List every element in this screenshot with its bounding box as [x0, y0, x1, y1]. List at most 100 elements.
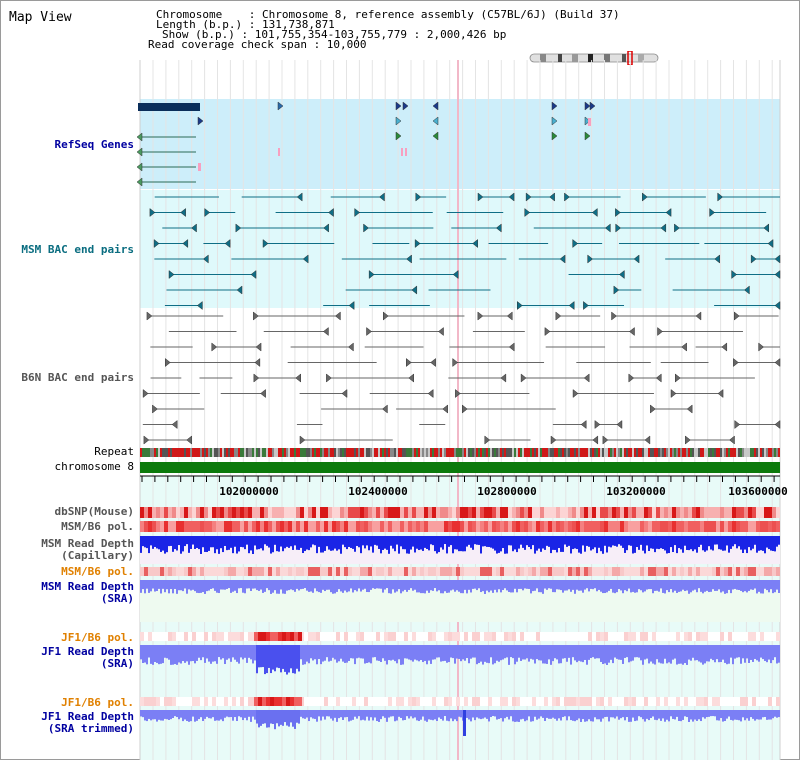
track-label-msm-depth-sra-sub: (SRA): [100, 592, 134, 605]
jf1-pol2-cell: [216, 697, 220, 706]
b6n-bac-pair-end: [628, 373, 635, 383]
jf1-sra-depth-bar: [588, 645, 590, 660]
msm-pol2-cell: [736, 567, 740, 576]
jf1-sra-depth-bar: [532, 645, 534, 660]
msm-sra-depth-bar: [636, 580, 638, 593]
msm-cap-depth-bar: [662, 536, 664, 549]
track-label-jf1-pol-1[interactable]: JF1/B6 pol.: [61, 631, 134, 644]
jf1-sra-depth-bar: [648, 645, 650, 664]
dbsnp-cell: [668, 507, 672, 518]
jf1-pol-cell: [232, 632, 236, 641]
msm-cap-depth-bar: [378, 536, 380, 549]
repeat-segment: [240, 448, 242, 457]
repeat-segment: [756, 448, 758, 457]
jf1-sra-depth-bar: [598, 645, 600, 659]
jf1-sra-depth-bar: [424, 645, 426, 661]
msm-pol2-cell: [332, 567, 336, 576]
gene-arrow: [551, 101, 558, 111]
jf1-trim-depth-bar: [494, 710, 496, 717]
msm-cap-depth-bar: [408, 536, 410, 554]
track-label-repeat[interactable]: Repeat: [94, 445, 134, 458]
msm-cap-depth-bar: [152, 536, 154, 549]
msm-sra-depth-bar: [194, 580, 196, 592]
b6n-bac-pair-end: [774, 357, 781, 368]
track-label-msm-pol-1[interactable]: MSM/B6 pol.: [61, 520, 134, 533]
msm-sra-depth-bar: [342, 580, 344, 593]
track-label-b6n-bac[interactable]: B6N BAC end pairs: [21, 371, 134, 384]
msm-bac-pair-end: [517, 300, 523, 311]
msm-sra-depth-bar: [646, 580, 648, 590]
msm-pol-cell: [356, 521, 360, 532]
repeat-segment: [402, 448, 404, 457]
msm-sra-depth-bar: [504, 580, 506, 589]
msm-pol-cell: [164, 521, 168, 532]
msm-cap-depth-bar: [140, 536, 142, 553]
msm-sra-depth-bar: [272, 580, 274, 593]
jf1-trim-depth-bar: [256, 710, 258, 724]
jf1-sra-depth-bar: [518, 645, 520, 658]
dbsnp-cell: [556, 507, 560, 518]
jf1-pol2-cell: [492, 697, 496, 706]
msm-cap-depth-bar: [716, 536, 718, 545]
msm-pol-cell: [416, 521, 420, 532]
jf1-sra-depth-bar: [486, 645, 488, 663]
jf1-trim-depth-bar: [310, 710, 312, 718]
jf1-sra-depth-bar: [580, 645, 582, 662]
jf1-sra-depth-bar: [742, 645, 744, 659]
jf1-sra-depth-bar: [210, 645, 212, 664]
repeat-segment: [538, 448, 540, 457]
repeat-segment: [184, 448, 186, 457]
jf1-pol-cell: [732, 632, 736, 641]
track-label-msm-depth-sra[interactable]: MSM Read Depth: [41, 580, 134, 593]
jf1-trim-depth-bar: [580, 710, 582, 722]
track-label-msm-bac[interactable]: MSM BAC end pairs: [21, 243, 134, 256]
repeat-segment: [574, 448, 576, 457]
repeat-segment: [156, 448, 158, 457]
msm-sra-depth-bar: [524, 580, 526, 589]
track-label-msm-depth-cap[interactable]: MSM Read Depth: [41, 537, 134, 550]
repeat-segment: [236, 448, 238, 457]
jf1-pol2-cell: [304, 697, 308, 706]
repeat-segment: [526, 448, 528, 457]
msm-pol-cell: [552, 521, 556, 532]
track-label-jf1-pol-2[interactable]: JF1/B6 pol.: [61, 696, 134, 709]
dbsnp-cell: [680, 507, 684, 518]
track-label-refseq-genes[interactable]: RefSeq Genes: [54, 138, 134, 151]
jf1-trim-depth-bar: [766, 710, 768, 720]
jf1-sra-depth-bar: [296, 645, 298, 669]
msm-cap-depth-bar: [706, 536, 708, 551]
track-label-msm-pol-2[interactable]: MSM/B6 pol.: [61, 565, 134, 578]
msm-sra-depth-bar: [180, 580, 182, 591]
repeat-segment: [576, 448, 578, 457]
jf1-trim-depth-bar: [408, 710, 410, 719]
jf1-sra-depth-bar: [574, 645, 576, 661]
msm-sra-depth-bar: [726, 580, 728, 594]
msm-cap-depth-bar: [576, 536, 578, 550]
gene-exon: [278, 148, 280, 156]
track-label-jf1-depth-trim[interactable]: JF1 Read Depth: [41, 710, 134, 723]
dbsnp-cell: [336, 507, 340, 518]
jf1-sra-depth-bar: [600, 645, 602, 662]
jf1-trim-depth-bar: [314, 710, 316, 719]
repeat-segment: [592, 448, 594, 457]
chromosome-ideogram[interactable]: [528, 51, 660, 65]
jf1-trim-depth-bar: [642, 710, 644, 720]
jf1-pol2-cell: [572, 697, 576, 706]
msm-cap-depth-bar: [182, 536, 184, 552]
axis-tick-label: 103600000: [728, 485, 788, 498]
track-label-jf1-depth-sra[interactable]: JF1 Read Depth: [41, 645, 134, 658]
msm-sra-depth-bar: [744, 580, 746, 592]
jf1-pol2-cell: [232, 697, 236, 706]
dbsnp-cell: [624, 507, 628, 518]
track-label-chromosome[interactable]: chromosome 8: [54, 460, 134, 473]
track-label-dbsnp[interactable]: dbSNP(Mouse): [54, 505, 134, 518]
dbsnp-cell: [520, 507, 524, 518]
dbsnp-cell: [228, 507, 232, 518]
jf1-pol-cell: [332, 632, 336, 641]
msm-pol-cell: [484, 521, 488, 532]
jf1-pol2-cell: [340, 697, 344, 706]
jf1-trim-depth-bar: [382, 710, 384, 717]
msm-sra-depth-bar: [418, 580, 420, 593]
jf1-sra-depth-bar: [594, 645, 596, 659]
jf1-sra-depth-bar: [754, 645, 756, 659]
